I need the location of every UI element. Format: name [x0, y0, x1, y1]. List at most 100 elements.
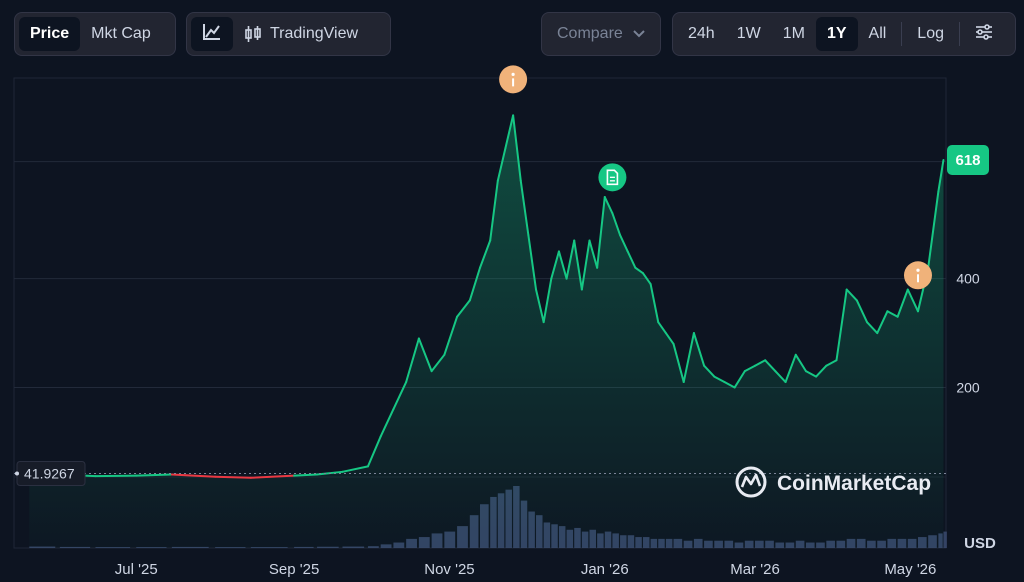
chevron-down-icon	[633, 30, 645, 38]
price-segment	[479, 239, 492, 269]
x-axis-labels: Jul '25 Sep '25 Nov '25 Jan '26 Mar '26 May '…	[115, 561, 937, 578]
view-toggle: Price Mkt Cap	[14, 12, 176, 56]
price-segment	[794, 353, 807, 373]
price-segment	[754, 359, 767, 367]
sliders-icon	[975, 23, 993, 45]
x-tick-label: Sep '25	[269, 561, 319, 578]
price-segment	[542, 277, 553, 324]
price-segment	[835, 288, 848, 362]
range-divider	[901, 22, 903, 46]
price-segment	[876, 310, 889, 335]
price-line	[28, 114, 945, 479]
price-segment	[692, 332, 706, 367]
price-segment	[634, 266, 644, 275]
price-segment	[573, 239, 583, 291]
x-tick-label: Jul '25	[115, 561, 158, 578]
price-segment	[366, 435, 382, 468]
chart-settings-button[interactable]	[964, 17, 1004, 51]
range-1y[interactable]: 1Y	[815, 17, 858, 51]
price-segment	[341, 465, 369, 473]
price-segment	[580, 239, 591, 291]
price-segment	[733, 370, 746, 389]
log-toggle[interactable]: Log	[917, 25, 944, 42]
price-segment	[682, 332, 695, 384]
price-segment	[417, 337, 433, 373]
price-segment	[927, 190, 940, 269]
price-segment	[94, 474, 138, 478]
line-chart-button[interactable]	[191, 17, 233, 51]
x-tick-label: Mar '26	[730, 561, 780, 578]
price-segment	[588, 239, 599, 269]
info-dot	[511, 72, 515, 76]
tab-price[interactable]: Price	[19, 17, 81, 51]
current-price-tag: 618	[947, 144, 989, 175]
price-segment	[611, 212, 622, 237]
info-dot	[916, 268, 920, 272]
info-icon[interactable]	[903, 261, 932, 290]
price-segment	[784, 353, 797, 384]
tradingview-button[interactable]: TradingView	[233, 17, 369, 51]
price-segment	[496, 147, 507, 182]
price-segment	[550, 250, 560, 280]
price-segment	[489, 179, 499, 242]
price-segment	[293, 473, 319, 477]
svg-text:41.9267: 41.9267	[24, 465, 75, 481]
x-tick-label: Nov '25	[424, 561, 474, 578]
info-icon[interactable]	[499, 65, 528, 94]
price-segment	[443, 315, 459, 356]
price-segment	[405, 337, 420, 384]
price-segment	[456, 299, 471, 318]
price-segment	[519, 179, 530, 237]
price-segment	[557, 250, 568, 280]
compare-dropdown[interactable]: Compare	[541, 12, 661, 56]
price-segment	[214, 475, 252, 479]
price-segment	[170, 473, 217, 478]
price-segment	[603, 196, 614, 215]
chart-type-group: TradingView	[186, 12, 391, 56]
range-1w[interactable]: 1W	[736, 25, 761, 42]
y-tick-label: 200	[956, 379, 980, 395]
price-segment	[626, 250, 637, 269]
price-segment	[664, 332, 675, 345]
chart-toolbar: Price Mkt Cap TradingView Compare 24h 1W…	[14, 12, 1016, 56]
volume-bar	[943, 531, 947, 548]
price-segment	[743, 364, 757, 373]
tab-mkt-cap[interactable]: Mkt Cap	[91, 25, 151, 42]
x-tick-label: May '26	[884, 561, 936, 578]
price-segment	[512, 114, 522, 182]
price-segment	[657, 321, 667, 335]
price-segment	[764, 359, 777, 373]
range-all[interactable]: All	[868, 25, 887, 42]
price-segment	[845, 288, 858, 302]
price-segment	[468, 266, 481, 302]
range-24h[interactable]: 24h	[688, 25, 715, 42]
range-group: 24h 1W 1M 1Y All Log	[672, 12, 1016, 56]
price-segment	[672, 342, 685, 384]
price-segment	[804, 370, 818, 378]
price-segment	[866, 321, 879, 335]
price-segment	[430, 353, 446, 373]
settings-divider	[959, 22, 960, 46]
price-segment	[641, 272, 652, 286]
range-1m[interactable]: 1M	[782, 25, 805, 42]
price-segment	[535, 288, 545, 324]
price-segment	[649, 283, 660, 324]
x-tick-label: Jan '26	[581, 561, 629, 578]
price-segment	[703, 364, 716, 378]
price-segment	[896, 288, 909, 318]
price-segment	[886, 310, 899, 318]
price-segment	[135, 473, 173, 477]
currency-label: USD	[964, 535, 996, 552]
price-segment	[504, 114, 515, 150]
baseline-label: 41.9267	[15, 460, 86, 486]
document-icon[interactable]	[598, 163, 627, 192]
y-tick-label: 400	[956, 271, 980, 287]
price-segment	[937, 158, 945, 193]
coinmarketcap-logo-icon	[735, 466, 767, 498]
coinmarketcap-watermark: CoinMarketCap	[735, 466, 931, 498]
price-segment	[713, 375, 726, 384]
compare-button[interactable]: Compare	[546, 17, 656, 51]
price-segment	[815, 364, 828, 378]
event-markers	[499, 65, 932, 290]
